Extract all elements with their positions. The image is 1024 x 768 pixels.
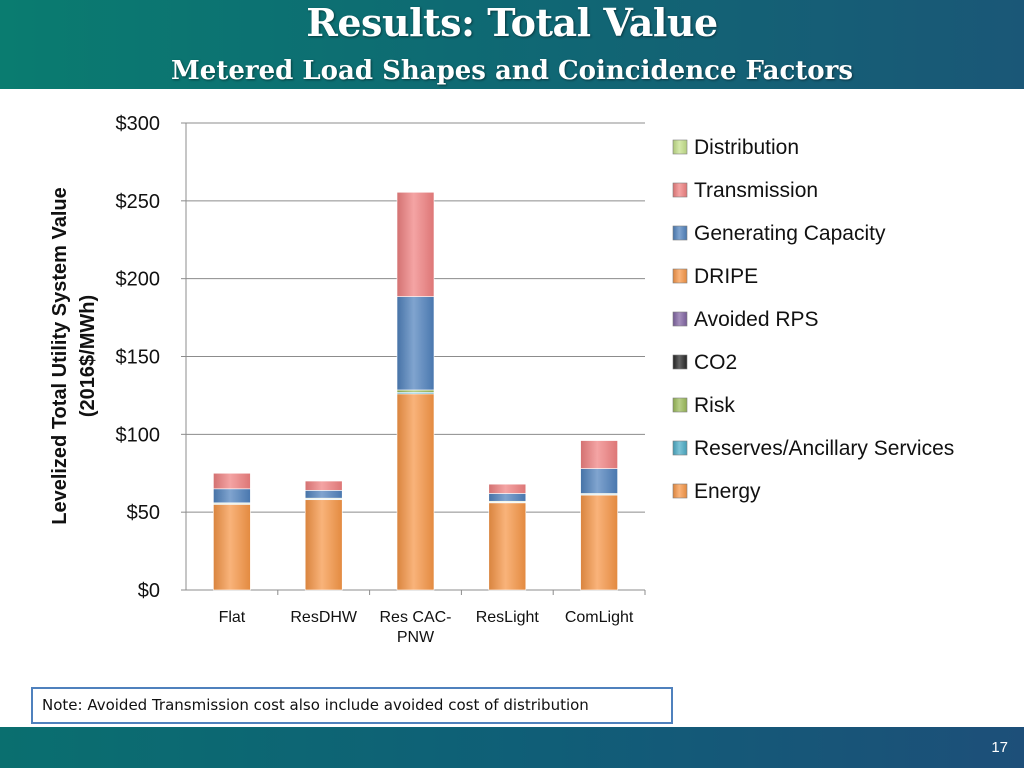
legend-label: CO2 bbox=[694, 351, 737, 374]
bar-segment-transmission bbox=[488, 483, 527, 494]
legend-swatch bbox=[672, 311, 688, 327]
x-tick-label: Flat bbox=[219, 609, 246, 626]
note-text: Note: Avoided Transmission cost also inc… bbox=[42, 696, 589, 714]
legend-swatch bbox=[672, 483, 688, 499]
footer-bar: 17 bbox=[0, 727, 1024, 768]
x-tick-labels: Flat ResDHW Res CAC-PNW ResLight ComLight bbox=[219, 609, 634, 646]
legend-label: Risk bbox=[694, 394, 735, 417]
slide-title: Results: Total Value bbox=[306, 0, 718, 45]
x-tick-label: ResLight bbox=[476, 609, 540, 626]
note-box: Note: Avoided Transmission cost also inc… bbox=[31, 687, 673, 724]
bar-segment-risk bbox=[396, 389, 435, 393]
y-tick-label: $0 bbox=[138, 580, 160, 602]
legend-swatch bbox=[672, 139, 688, 155]
bar-segment-energy bbox=[304, 499, 343, 591]
bar-segment-transmission bbox=[213, 472, 251, 490]
y-tick-label: $300 bbox=[116, 113, 161, 135]
bar-segment-generating-capacity bbox=[304, 490, 343, 499]
bar-segment-generating-capacity bbox=[580, 468, 618, 494]
legend-label: DRIPE bbox=[694, 265, 758, 288]
y-tick-label: $150 bbox=[116, 347, 161, 369]
slide-subtitle: Metered Load Shapes and Coincidence Fact… bbox=[171, 56, 853, 86]
legend-swatch bbox=[672, 354, 688, 370]
bar-segment-energy bbox=[488, 502, 527, 591]
bar-segment-energy bbox=[580, 494, 618, 591]
legend-label: Energy bbox=[694, 480, 761, 503]
bar-segment-transmission bbox=[580, 440, 618, 469]
x-tick-label: ResDHW bbox=[290, 609, 358, 626]
legend-label: Generating Capacity bbox=[694, 222, 886, 245]
y-axis-label: Levelized Total Utility System Value (201… bbox=[49, 187, 99, 525]
legend-label: Avoided RPS bbox=[694, 308, 819, 331]
bar-segment-energy bbox=[396, 393, 435, 591]
y-tick-label: $250 bbox=[116, 191, 161, 213]
bar-segment-energy bbox=[213, 504, 251, 591]
legend-swatch bbox=[672, 268, 688, 284]
bar-segment-generating-capacity bbox=[213, 488, 251, 504]
legend-label: Reserves/Ancillary Services bbox=[694, 437, 954, 460]
legend-swatch bbox=[672, 397, 688, 413]
bar-segment-generating-capacity bbox=[396, 296, 435, 391]
legend-swatch bbox=[672, 440, 688, 456]
legend-swatch bbox=[672, 182, 688, 198]
y-tick-label: $200 bbox=[116, 269, 161, 291]
legend-label: Transmission bbox=[694, 179, 818, 202]
bars bbox=[213, 191, 618, 591]
bar-segment-transmission bbox=[396, 191, 435, 297]
x-tick-label: Res CAC-PNW bbox=[379, 609, 451, 646]
page-number: 17 bbox=[991, 739, 1008, 756]
y-tick-labels: $0 $50 $100 $150 $200 $250 $300 bbox=[116, 113, 161, 602]
y-tick-label: $100 bbox=[116, 424, 161, 446]
legend: Distribution Transmission Generating Capac… bbox=[672, 136, 954, 503]
x-tick-label: ComLight bbox=[565, 609, 634, 626]
legend-swatch bbox=[672, 225, 688, 241]
bar-segment-generating-capacity bbox=[488, 493, 527, 502]
stacked-bar-chart: $0 $50 $100 $150 $200 $250 $300 Flat ResDHW Res … bbox=[49, 113, 954, 646]
legend-label: Distribution bbox=[694, 136, 799, 159]
y-tick-label: $50 bbox=[127, 502, 160, 524]
title-banner bbox=[0, 0, 1024, 89]
bar-segment-transmission bbox=[304, 480, 343, 491]
